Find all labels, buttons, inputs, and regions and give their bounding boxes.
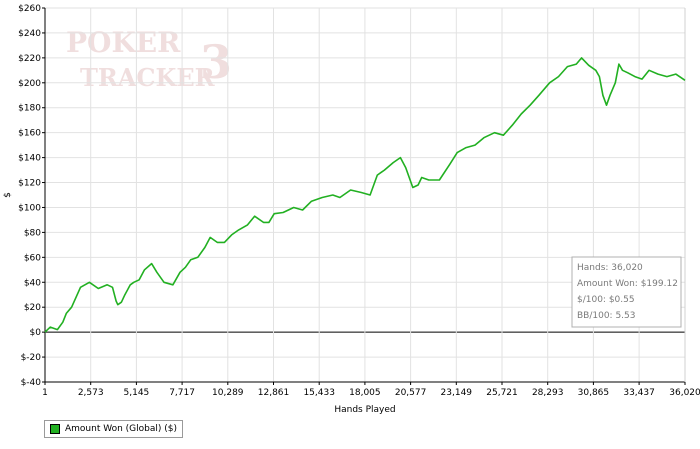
y-tick-label: $220 — [18, 54, 41, 64]
y-tick-labels: $-40 $-20 $0 $20 $40 $60 $80 $100 $120 $140 $160 $1… — [18, 4, 45, 388]
series-line-0 — [44, 57, 686, 333]
info-box: Hands: 36,020 Amount Won: $199.12 $/100:… — [571, 256, 682, 328]
info-dollars-per-100: $/100: $0.55 — [577, 295, 635, 305]
y-tick-label: $100 — [18, 203, 41, 213]
x-tick-label: 15,433 — [303, 388, 335, 398]
x-tick-label: 28,293 — [532, 388, 564, 398]
x-tick-label: 18,005 — [349, 388, 381, 398]
x-tick-label: 12,861 — [258, 388, 290, 398]
y-tick-label: $260 — [18, 4, 41, 14]
legend-swatch — [50, 424, 60, 434]
x-tick-label: 20,577 — [395, 388, 427, 398]
y-tick-label: $-20 — [21, 353, 42, 363]
y-tick-label: $40 — [24, 278, 41, 288]
x-tick-label: 23,149 — [441, 388, 473, 398]
legend-label: Amount Won (Global) ($) — [65, 424, 178, 434]
y-tick-label: $120 — [18, 179, 41, 189]
series-layer — [44, 57, 686, 333]
info-box-frame — [571, 256, 682, 328]
x-tick-label: 1 — [42, 388, 48, 398]
y-tick-label: $20 — [24, 303, 41, 313]
y-tick-label: $80 — [24, 228, 41, 238]
info-amount-won: Amount Won: $199.12 — [577, 279, 678, 289]
x-tick-label: 36,020 — [669, 388, 700, 398]
x-tick-label: 10,289 — [212, 388, 244, 398]
x-tick-label: 30,865 — [578, 388, 610, 398]
watermark-digit: 3 — [200, 35, 232, 89]
y-tick-label: $0 — [30, 328, 42, 338]
y-tick-label: $240 — [18, 29, 41, 39]
watermark-word-poker: POKER — [66, 26, 181, 59]
x-tick-labels: 1 2,573 5,145 7,717 10,289 12,861 15,433 18,005… — [42, 382, 700, 398]
y-axis-title: $ — [3, 192, 13, 198]
info-hands: Hands: 36,020 — [577, 263, 643, 273]
y-tick-label: $160 — [18, 129, 41, 139]
legend: Amount Won (Global) ($) — [44, 420, 184, 438]
x-tick-label: 2,573 — [78, 388, 104, 398]
y-tick-label: $-40 — [21, 378, 42, 388]
y-tick-label: $60 — [24, 253, 41, 263]
x-tick-label: 7,717 — [169, 388, 195, 398]
y-tick-label: $180 — [18, 104, 41, 114]
info-bb-per-100: BB/100: 5.53 — [577, 311, 636, 321]
pokertracker-watermark: POKER TRACKER 3 — [66, 26, 232, 92]
y-tick-label: $200 — [18, 79, 41, 89]
watermark-word-tracker: TRACKER — [80, 63, 216, 92]
x-tick-label: 33,437 — [623, 388, 655, 398]
x-axis-title: Hands Played — [334, 405, 395, 415]
y-tick-label: $140 — [18, 154, 41, 164]
x-tick-label: 5,145 — [124, 388, 150, 398]
x-tick-label: 25,721 — [486, 388, 518, 398]
